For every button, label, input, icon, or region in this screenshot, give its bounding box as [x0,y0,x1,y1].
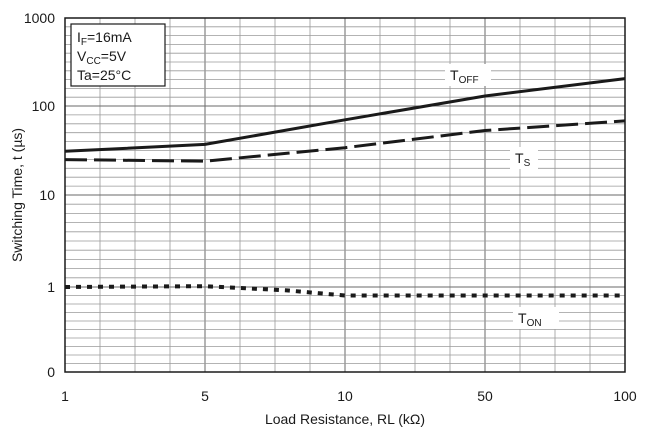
series-group [64,77,626,298]
plot-frame [64,17,626,373]
series-label-bg [510,147,538,169]
y-axis-label: Switching Time, t (µs) [9,128,25,262]
x-tick-label: 100 [613,388,637,404]
series-label-bg [445,64,491,86]
series-line-ton [64,284,625,298]
series-label-ton: TON [518,310,542,329]
x-tick-label: 5 [201,388,209,404]
x-tick-label: 1 [61,388,69,404]
condition-line: IF=16mA [77,29,132,48]
conditions-frame [70,23,166,87]
x-tick-label: 50 [477,388,493,404]
x-tick-label: 10 [337,388,353,404]
y-tick-label: 0 [47,364,55,380]
condition-line: Ta=25°C [77,67,131,83]
y-tick-label: 10 [39,187,55,203]
series-labels: TOFF TS TON [445,64,559,329]
series-label-ts: TS [515,150,531,169]
y-tick-label: 1000 [24,10,55,26]
y-tick-label: 100 [32,98,56,114]
x-axis-label: Load Resistance, RL (kΩ) [265,411,425,427]
series-label-bg [513,307,559,329]
series-label-toff: TOFF [450,67,479,86]
condition-line: VCC=5V [77,48,127,67]
series-line-toff [64,77,626,153]
series-line-ts [64,119,626,163]
y-tick-label: 1 [47,279,55,295]
